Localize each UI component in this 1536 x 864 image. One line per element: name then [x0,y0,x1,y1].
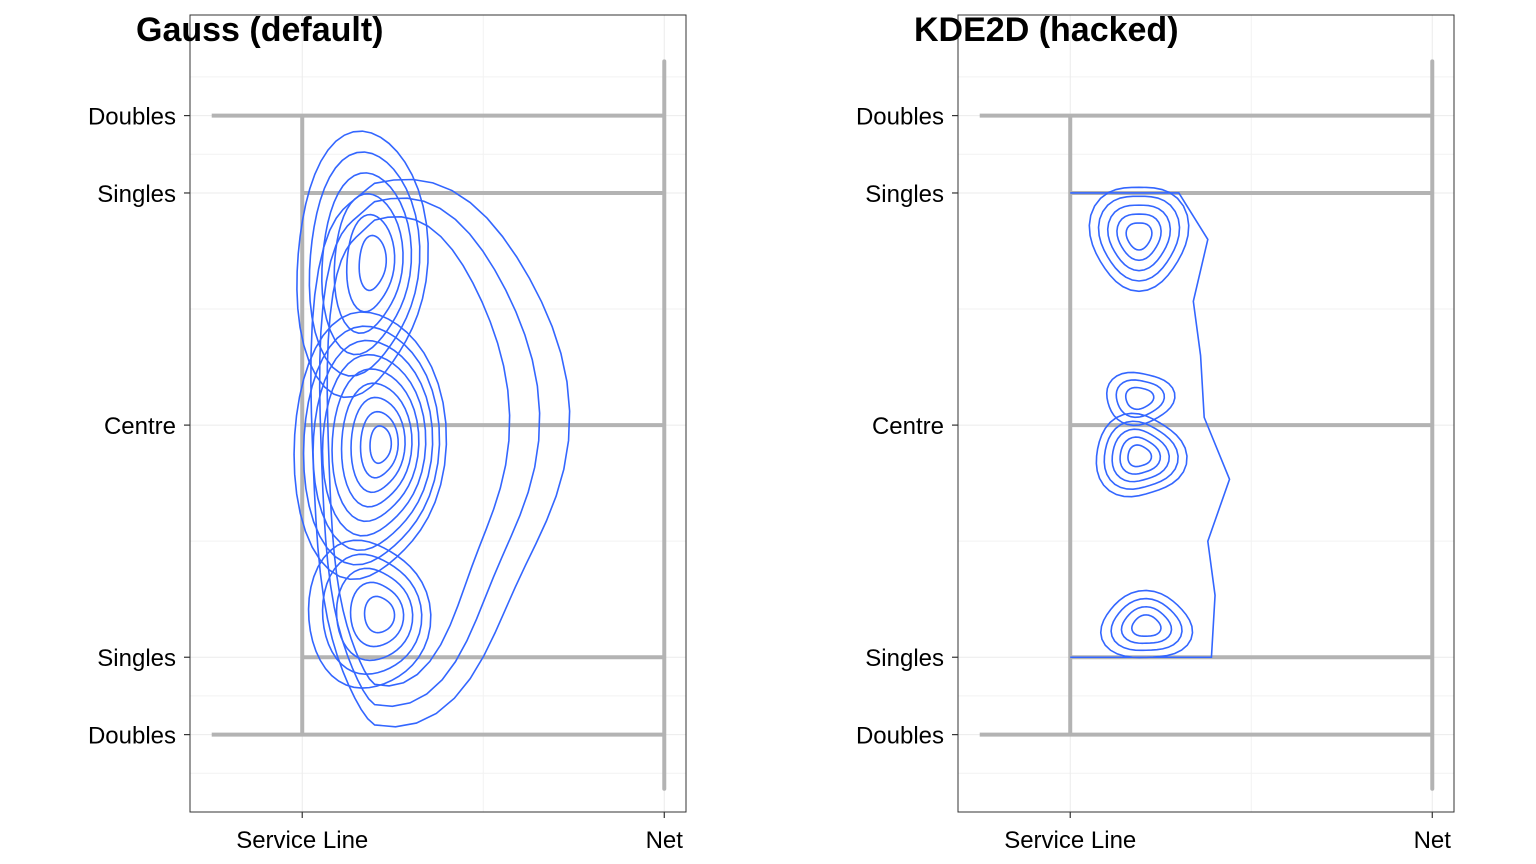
contour-ring [1124,386,1155,411]
y-tick-label: Doubles [88,723,176,750]
contour-ring [359,410,399,479]
contour-envelope [310,178,571,728]
contour-envelope [326,216,511,687]
contour-ring [335,567,414,662]
chart-panel-left: Doubles Singles Centre Singles Doubles Servic… [88,11,687,854]
contour-ring [321,172,413,356]
contour-ring [349,581,405,648]
contour-ring [331,368,420,523]
chart-panel-right: Doubles Singles Centre Singles Doubles Servic… [768,0,1536,864]
contour-ring [350,396,406,494]
contour-ring [345,213,396,313]
contour-ring [308,151,421,377]
court-lines [211,59,667,791]
contour-ring [1120,605,1173,645]
contour-ring [1106,204,1172,272]
contour-ring [1095,412,1188,498]
contour-ring [369,425,393,465]
panel-border [957,14,1455,813]
contour-ring [312,339,434,552]
contour-ring [1103,420,1179,490]
contour-ring [293,311,448,581]
contour-ring [1099,589,1194,659]
contour-ring [1116,213,1162,262]
y-tick-label: Centre [872,413,944,440]
contour-ring [1115,379,1166,419]
contour-ring [321,553,423,676]
x-tick-label: Service Line [1004,827,1136,854]
chart-title: Gauss (default) [136,11,383,49]
y-tick-label: Doubles [88,104,176,131]
contour-ring [1130,614,1162,637]
contour-ring [1111,428,1171,483]
contour-envelope [1070,192,1231,659]
contour-ring [340,382,413,508]
panel-border [189,14,687,813]
contour-ring [1127,444,1153,468]
contour-ring [1125,222,1153,251]
x-tick-label: Service Line [236,827,368,854]
contour-ring [1119,436,1162,475]
y-tick-label: Singles [865,181,944,208]
y-tick-label: Doubles [856,104,944,131]
chart-svg-gauss: Doubles Singles Centre Singles Doubles Servic… [88,11,687,854]
y-tick-label: Doubles [856,723,944,750]
contour-ring [296,130,429,399]
contour-ring [363,595,396,634]
chart-title: KDE2D (hacked) [914,11,1179,49]
density-contours [1070,186,1231,659]
x-tick-label: Net [1414,827,1452,854]
plot-background [958,15,1454,812]
contour-ring [307,539,432,689]
contour-ring [302,325,441,566]
y-tick-label: Singles [865,645,944,672]
contour-ring [321,353,427,537]
contour-ring [358,234,388,292]
contour-ring [1110,597,1183,652]
contour-ring [1097,195,1181,282]
x-tick-label: Net [646,827,684,854]
y-tick-label: Singles [97,181,176,208]
y-tick-label: Centre [104,413,176,440]
contour-ring [1088,186,1190,293]
density-contours [293,130,571,728]
chart-svg-kde2d: Doubles Singles Centre Singles Doubles Servic… [856,11,1455,854]
y-tick-label: Singles [97,645,176,672]
contour-envelope [318,197,541,708]
